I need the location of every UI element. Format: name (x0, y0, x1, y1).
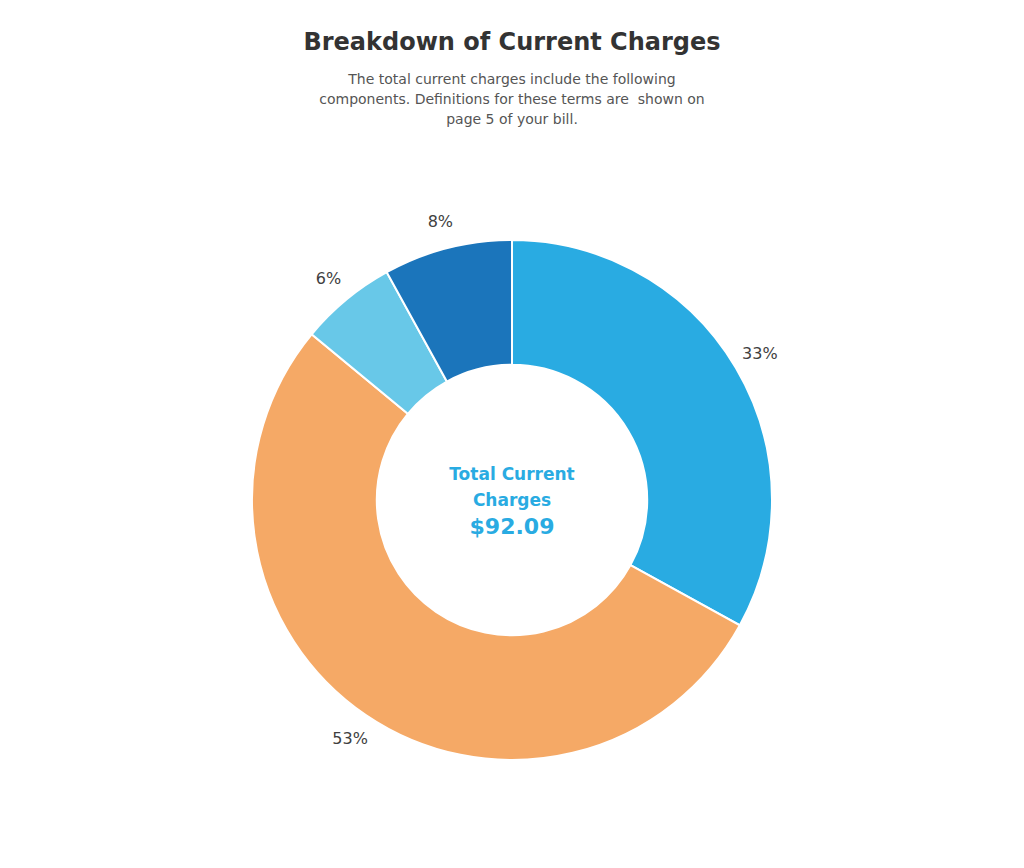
slice (252, 334, 740, 760)
data-label: 53% (332, 729, 368, 748)
chart-svg: Breakdown of Current Charges The total cu… (0, 0, 1024, 868)
center-text: Total Current Charges $92.09 (449, 464, 574, 539)
slice (387, 240, 512, 382)
subtitle-line: The total current charges include the fo… (347, 71, 675, 87)
data-label: 8% (428, 212, 453, 231)
title: Breakdown of Current Charges (303, 28, 720, 56)
annotation: Charges (473, 490, 551, 510)
slice (512, 240, 772, 625)
data-label: 6% (316, 269, 341, 288)
donut (252, 240, 772, 760)
annotation: $92.09 (470, 514, 555, 539)
data-label: 33% (742, 344, 778, 363)
subtitle-line: page 5 of your bill. (446, 111, 578, 127)
data-labels: 33% 53% 6% 8% (316, 212, 778, 748)
subtitle: The total current charges include the fo… (319, 71, 704, 127)
subtitle-line: components. Definitions for these terms … (319, 91, 704, 107)
annotation: Total Current (449, 464, 574, 484)
